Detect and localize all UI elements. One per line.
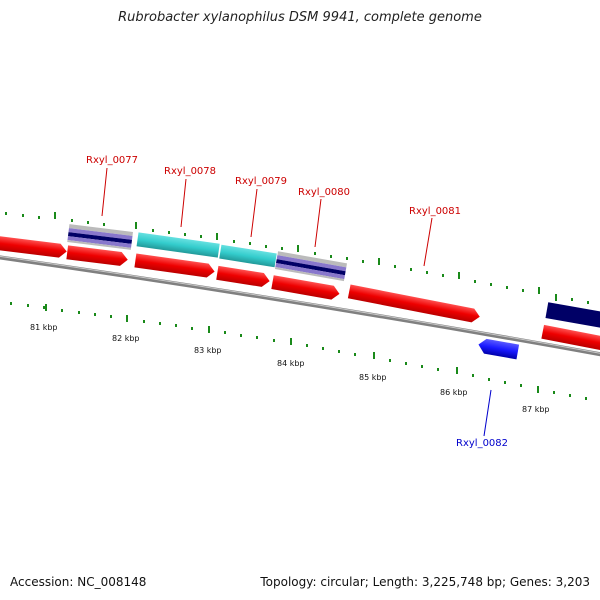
upper-tick-row (5, 212, 589, 304)
feature-rxyl-0080-domain[interactable] (274, 251, 348, 282)
gene-label-rxyl-0082[interactable]: Rxyl_0082 (456, 438, 508, 449)
gene-arrow-rxyl-0081[interactable] (347, 284, 481, 324)
gene-arrow-rxyl-0077[interactable] (66, 245, 128, 266)
genome-backbone (0, 255, 600, 357)
gene-label-rxyl-0081[interactable]: Rxyl_0081 (409, 206, 461, 217)
feature-track (67, 224, 600, 331)
gene-arrow-rxyl-0080[interactable] (271, 275, 340, 301)
scale-label-86kbp: 86 kbp (440, 388, 468, 397)
genome-backbone-highlight (0, 255, 600, 354)
gene-arrow-right-partial[interactable] (541, 324, 600, 354)
label-leader-lines (101, 167, 492, 437)
gene-label-rxyl-0078[interactable]: Rxyl_0078 (164, 166, 216, 177)
gene-label-rxyl-0080[interactable]: Rxyl_0080 (298, 187, 350, 198)
gene-arrow-left-partial[interactable] (0, 235, 68, 258)
genome-title: Rubrobacter xylanophilus DSM 9941, compl… (118, 10, 482, 25)
accession-label: Accession: NC_008148 (10, 575, 147, 589)
scale-label-83kbp: 83 kbp (194, 346, 222, 355)
scale-label-84kbp: 84 kbp (277, 359, 305, 368)
feature-navy-domain-right[interactable] (545, 302, 600, 331)
scale-label-85kbp: 85 kbp (359, 373, 387, 382)
gene-label-rxyl-0077[interactable]: Rxyl_0077 (86, 155, 138, 166)
forward-strand-genes (0, 235, 600, 354)
gene-label-rxyl-0079[interactable]: Rxyl_0079 (235, 176, 287, 187)
lower-tick-row (10, 302, 587, 400)
scale-label-81kbp: 81 kbp (30, 323, 58, 332)
gene-arrow-rxyl-0082[interactable] (477, 338, 520, 360)
scale-label-82kbp: 82 kbp (112, 334, 140, 343)
feature-rxyl-0078-domain[interactable] (136, 232, 220, 258)
gene-arrow-rxyl-0079[interactable] (216, 265, 271, 288)
feature-rxyl-0077-domain[interactable] (67, 224, 133, 250)
scale-label-87kbp: 87 kbp (522, 405, 550, 414)
genome-summary-label: Topology: circular; Length: 3,225,748 bp… (260, 575, 590, 589)
gene-arrow-rxyl-0078[interactable] (134, 253, 215, 279)
feature-rxyl-0079-domain[interactable] (219, 244, 277, 268)
